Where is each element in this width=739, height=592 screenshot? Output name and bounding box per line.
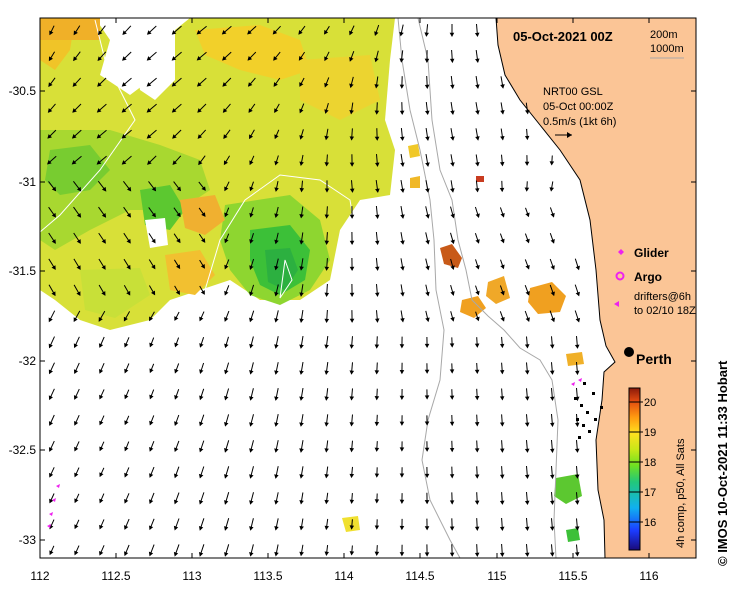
contour-1000m-label: 1000m <box>650 43 684 55</box>
coastal-patches <box>342 144 584 542</box>
y-tick-30-5: -30.5 <box>9 84 37 98</box>
sst-patches <box>40 18 395 330</box>
x-tick-113-5: 113.5 <box>253 569 282 583</box>
colorbar-tick-18: 18 <box>644 457 656 469</box>
current-info: NRT00 GSL 05-Oct 00:00Z 0.5m/s (1kt 6h) <box>543 86 616 138</box>
plot-frame <box>39 17 697 559</box>
y-tick-32-5: -32.5 <box>9 443 37 457</box>
x-tick-113: 113 <box>182 569 201 583</box>
x-tick-116: 116 <box>639 569 658 583</box>
colorbar-tick-20: 20 <box>644 397 656 409</box>
y-tick-31-5: -31.5 <box>9 264 37 278</box>
colorbar-label: 4h comp, p50, All Sats <box>675 438 687 548</box>
colorbar-tick-16: 16 <box>644 517 656 529</box>
argo-symbol <box>615 271 625 281</box>
glider-symbol <box>618 249 624 255</box>
drifter-tracks <box>574 382 603 439</box>
argo-label: Argo <box>634 270 662 284</box>
y-axis-labels: -30.5 -31 -31.5 -32 -32.5 -33 <box>9 84 37 547</box>
x-tick-115-5: 115.5 <box>558 569 587 583</box>
glider-label: Glider <box>634 246 669 260</box>
contour-200m-label: 200m <box>650 29 678 41</box>
axis-ticks <box>39 18 696 558</box>
perth-marker <box>624 347 634 357</box>
y-tick-31: -31 <box>19 175 37 189</box>
x-tick-112-5: 112.5 <box>101 569 130 583</box>
plot-area <box>40 18 696 558</box>
x-tick-115: 115 <box>487 569 506 583</box>
current-scale: 0.5m/s (1kt 6h) <box>543 116 616 128</box>
perth-label: Perth <box>636 351 672 367</box>
y-tick-32: -32 <box>19 354 37 368</box>
y-tick-33: -33 <box>19 533 37 547</box>
drifters-label-line2: to 02/10 18Z <box>634 305 696 317</box>
bathymetry-contours <box>397 18 559 558</box>
current-time: 05-Oct 00:00Z <box>543 101 614 113</box>
drifter-markers <box>47 301 619 528</box>
colorbar-gradient <box>628 387 641 551</box>
map-title: 05-Oct-2021 00Z <box>513 29 613 44</box>
x-tick-114: 114 <box>334 569 353 583</box>
drifters-label-line1: drifters@6h <box>634 291 691 303</box>
x-axis-labels: 112 112.5 113 113.5 114 114.5 115 115.5 … <box>30 569 658 583</box>
colorbar: 16 17 18 19 20 4h comp, p50, All Sats <box>628 387 687 551</box>
x-tick-112: 112 <box>30 569 49 583</box>
sst-contours <box>40 19 356 299</box>
colorbar-tick-17: 17 <box>644 487 656 499</box>
current-arrows <box>47 23 581 558</box>
side-credit: © IMOS 10-Oct-2021 11:33 Hobart <box>715 360 730 566</box>
contour-legend: 200m 1000m <box>650 29 684 59</box>
colorbar-tick-19: 19 <box>644 427 656 439</box>
marker-legend: Glider Argo drifters@6h to 02/10 18Z <box>634 246 696 317</box>
current-product: NRT00 GSL <box>543 86 603 98</box>
x-tick-114-5: 114.5 <box>405 569 434 583</box>
scale-arrow-icon <box>555 132 572 138</box>
